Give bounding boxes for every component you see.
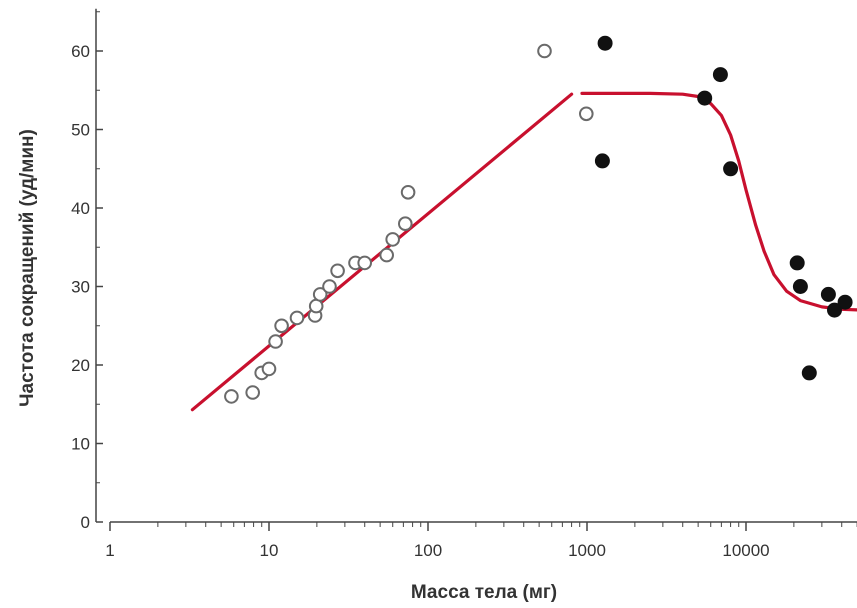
y-tick-label: 40	[71, 199, 90, 218]
filled-data-point	[712, 67, 728, 83]
filled-data-point	[820, 286, 836, 302]
open-data-point	[261, 361, 277, 377]
y-tick-label: 50	[71, 121, 90, 140]
filled-data-point	[801, 365, 817, 381]
filled-data-point	[697, 90, 713, 106]
y-tick-label: 60	[71, 42, 90, 61]
open-data-point	[400, 185, 416, 200]
y-tick-label: 0	[81, 513, 90, 532]
open-data-point	[245, 385, 260, 400]
filled-data-point	[837, 294, 853, 310]
filled-data-point	[827, 302, 842, 318]
open-data-point	[224, 389, 239, 404]
open-data-point	[312, 287, 328, 302]
x-tick-label: 10000	[722, 541, 769, 560]
data-points	[224, 35, 853, 404]
filled-data-point	[723, 161, 739, 177]
x-axis-title: Масса тела (мг)	[411, 582, 557, 603]
open-data-point	[322, 279, 337, 294]
fit-lines	[190, 91, 857, 412]
y-tick-label: 10	[71, 435, 90, 454]
x-tick-label: 1000	[568, 541, 606, 560]
open-data-point	[357, 255, 373, 271]
open-data-point	[398, 216, 413, 231]
x-tick-label: 100	[414, 541, 442, 560]
open-data-point	[537, 43, 552, 59]
filled-data-point	[597, 35, 613, 51]
y-axis-title: Частота сокращений (уд/мин)	[17, 129, 38, 407]
filled-data-point	[792, 279, 808, 294]
fit-line-2	[580, 91, 857, 312]
y-tick-label: 20	[71, 356, 90, 375]
y-tick-label: 30	[71, 278, 90, 297]
filled-data-point	[594, 153, 610, 169]
open-data-point	[385, 232, 401, 247]
open-data-point	[274, 318, 289, 334]
open-data-point	[289, 310, 305, 326]
axes: 0 10 20 30 40 50 60 1 10 100 1000 10000	[71, 8, 857, 560]
filled-data-point	[789, 255, 805, 271]
x-tick-label: 10	[260, 541, 279, 560]
open-data-point	[579, 106, 594, 122]
x-tick-label: 1	[105, 541, 114, 560]
open-data-point	[308, 298, 324, 314]
open-data-point	[330, 263, 345, 279]
open-data-point	[379, 247, 395, 263]
open-data-point	[268, 334, 283, 349]
